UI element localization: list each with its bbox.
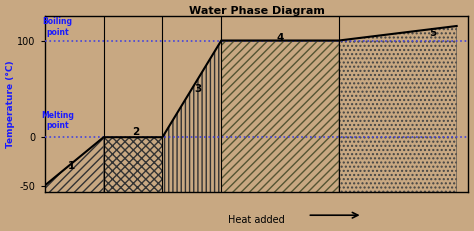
Text: 5: 5: [429, 28, 437, 38]
Text: Melting
point: Melting point: [41, 111, 74, 131]
Y-axis label: Temperature (°C): Temperature (°C): [6, 61, 15, 148]
Title: Water Phase Diagram: Water Phase Diagram: [189, 6, 325, 15]
Text: 4: 4: [276, 33, 284, 43]
Text: 1: 1: [68, 161, 75, 171]
Text: 2: 2: [132, 127, 139, 137]
Text: 3: 3: [194, 84, 201, 94]
Text: Heat added: Heat added: [228, 215, 285, 225]
Text: Boiling
point: Boiling point: [43, 17, 73, 37]
